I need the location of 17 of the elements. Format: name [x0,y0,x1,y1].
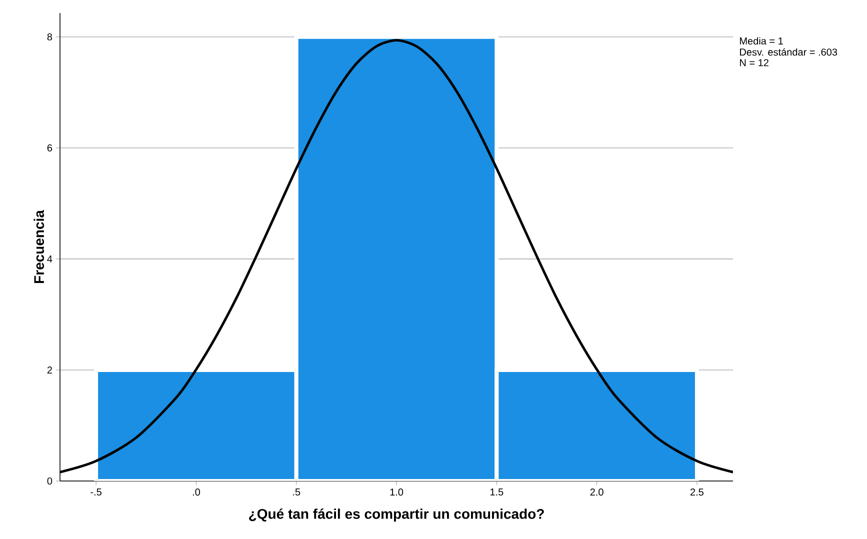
y-tick-label: 4 [47,255,52,262]
x-tick-label: .0 [192,488,200,496]
y-axis-title: Frecuencia [34,210,44,284]
text: N = 12 [740,59,768,66]
text: Media = 1 [740,37,783,45]
x-axis-title: ¿Qué tan fácil es compartir un comunicado? [249,508,544,522]
y-tick-label: 8 [47,33,52,40]
y-tick-label: 2 [47,366,52,374]
x-tick-label: 2.0 [590,488,604,496]
x-tick-label: 2.5 [690,488,704,496]
x-tick-label: 1.0 [390,488,404,496]
y-tick-label: 6 [47,144,52,152]
y-tick-label: 0 [47,477,52,485]
text: Desv. estándar = .603 [740,48,838,56]
x-tick-label: .5 [293,488,300,496]
x-tick-label: -.5 [90,488,102,496]
x-tick-label: 1.5 [490,488,504,496]
